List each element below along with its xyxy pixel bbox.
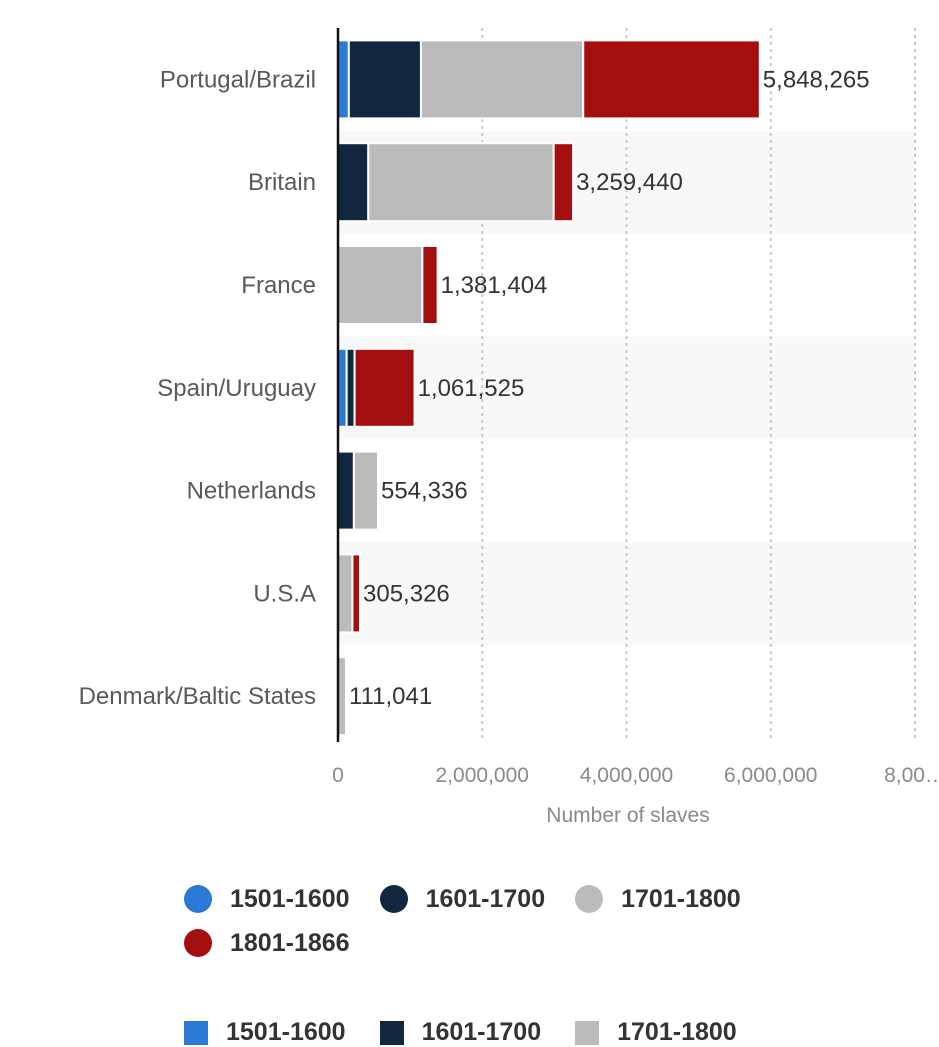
bar-segment[interactable] (345, 347, 356, 428)
legend-item[interactable]: 1801-1866 (184, 928, 350, 958)
bar-segment[interactable] (337, 450, 355, 531)
legend-item[interactable]: 1501-1600 (184, 1018, 346, 1047)
legend-item[interactable]: 1601-1700 (379, 1018, 542, 1047)
bar-segment[interactable] (347, 39, 422, 120)
legend-swatch (575, 885, 604, 913)
total-label: 5,848,265 (763, 66, 870, 93)
legend-label: 1801-1866 (230, 928, 350, 957)
category-label: U.S.A (253, 580, 316, 607)
x-tick-label: 0 (332, 764, 344, 787)
stacked-bar-chart: Portugal/Brazil Britain France Spain/Urugua… (79, 28, 939, 827)
legend-swatch (575, 1020, 600, 1045)
legend-label: 1601-1700 (421, 1018, 542, 1046)
legend-item[interactable]: 1601-1700 (379, 884, 546, 914)
legend-swatch (184, 929, 212, 957)
legend-label: 1501-1600 (230, 884, 350, 913)
legend-item[interactable]: 1701-1800 (575, 884, 741, 914)
category-label: France (241, 272, 316, 299)
x-tick-label: 8,00… (884, 764, 939, 787)
bar-segment[interactable] (337, 39, 350, 120)
bar-segment[interactable] (552, 142, 575, 223)
total-label: 554,336 (381, 478, 468, 505)
x-tick-label: 6,000,000 (724, 764, 817, 787)
bar-segment[interactable] (367, 142, 555, 223)
bar-segment[interactable] (419, 39, 585, 120)
x-tick-label: 4,000,000 (580, 764, 673, 787)
total-label: 1,381,404 (441, 272, 548, 299)
legend-secondary: 1501-1600 1601-1700 1701-1800 (184, 1018, 771, 1047)
total-label: 305,326 (363, 580, 450, 607)
row-band (338, 542, 915, 645)
bar-segment[interactable] (352, 450, 379, 531)
total-label: 1,061,525 (418, 375, 525, 402)
bar-segment[interactable] (351, 553, 362, 634)
total-label: 3,259,440 (576, 169, 683, 196)
bar-segment[interactable] (337, 553, 354, 634)
bars (337, 39, 761, 737)
x-tick-labels: 0 2,000,000 4,000,000 6,000,000 8,00… (332, 764, 939, 787)
legend-label: 1601-1700 (425, 884, 546, 913)
bar-segment[interactable] (337, 142, 370, 223)
category-label: Spain/Uruguay (157, 375, 316, 402)
bar-segment[interactable] (582, 39, 761, 120)
category-label: Britain (248, 169, 316, 196)
bar-segment[interactable] (353, 347, 416, 428)
bar-segment[interactable] (337, 347, 348, 428)
legend-item[interactable]: 1701-1800 (575, 1018, 737, 1047)
legend-swatch (184, 1020, 208, 1045)
bar-segment[interactable] (421, 245, 439, 325)
legend-label: 1701-1800 (617, 1018, 737, 1046)
legend-swatch (379, 885, 408, 913)
total-label: 111,041 (349, 683, 432, 710)
legend-label: 1501-1600 (226, 1018, 346, 1046)
bar-segment[interactable] (337, 245, 424, 325)
category-label: Netherlands (187, 478, 316, 505)
legend-swatch (379, 1020, 404, 1045)
total-labels: 5,848,265 3,259,440 1,381,404 1,061,525 554,… (349, 66, 870, 710)
x-axis-title: Number of slaves (546, 804, 709, 827)
legend: 1501-1600 1601-1700 1701-1800 1801-1866 (184, 884, 844, 958)
legend-label: 1701-1800 (621, 884, 741, 913)
category-label: Denmark/Baltic States (79, 683, 316, 710)
legend-swatch (184, 885, 212, 913)
legend-item[interactable]: 1501-1600 (184, 884, 350, 914)
category-label: Portugal/Brazil (160, 66, 316, 93)
category-labels: Portugal/Brazil Britain France Spain/Urugua… (79, 66, 316, 710)
x-tick-label: 2,000,000 (436, 764, 529, 787)
